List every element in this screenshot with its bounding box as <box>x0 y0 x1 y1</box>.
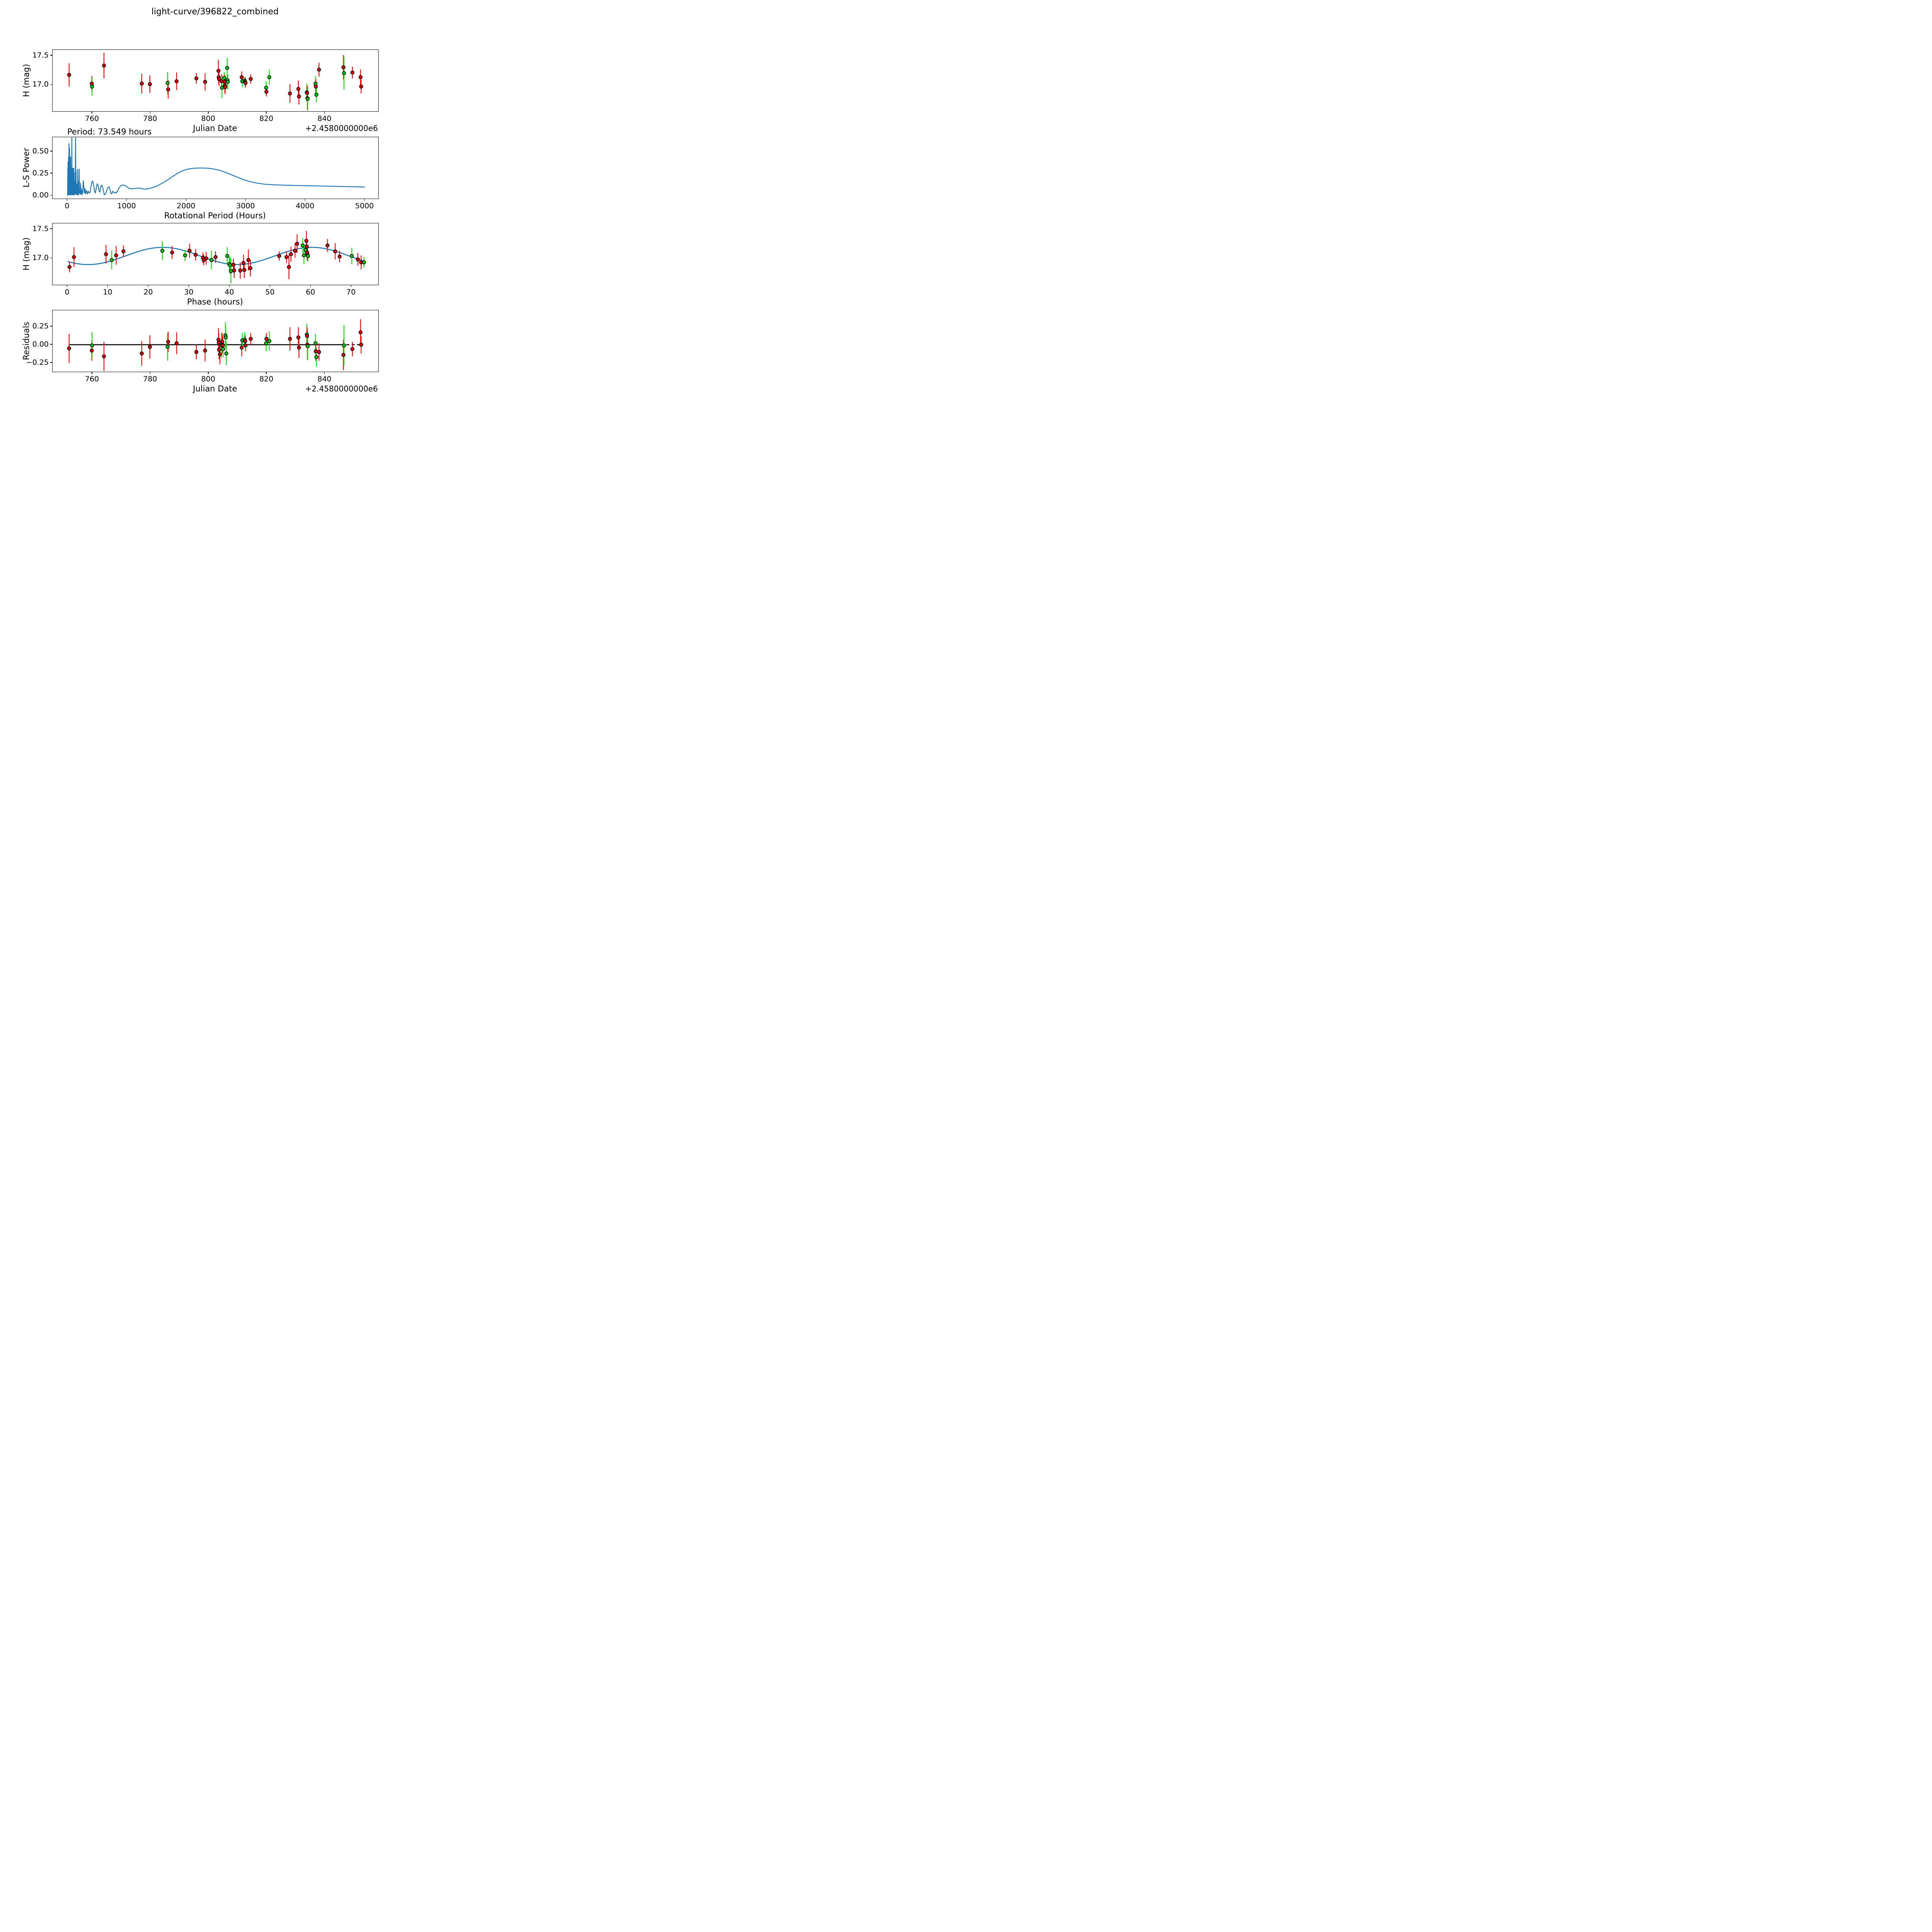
y-tick-label: 0.50 <box>32 147 49 156</box>
y-tick-label: 0.00 <box>32 340 49 349</box>
x-tick-label: 760 <box>85 375 99 383</box>
x-tick-mark <box>150 111 151 114</box>
x-tick-label: 820 <box>259 114 274 123</box>
x-tick-mark <box>148 285 149 287</box>
x-tick-mark <box>185 199 187 201</box>
x-tick-mark <box>229 285 230 287</box>
x-tick-label: 820 <box>259 375 274 383</box>
x-tick-mark <box>66 199 68 201</box>
y-tick-label: 17.5 <box>32 51 49 60</box>
x-tick-label: 20 <box>143 288 153 296</box>
x-tick-mark <box>324 372 325 374</box>
x-tick-label: 40 <box>224 288 234 296</box>
panel4-xlabel: Julian Date <box>193 384 237 393</box>
x-tick-mark <box>150 372 151 374</box>
jd-lightcurve-plot-area <box>67 53 363 111</box>
figure-title: light-curve/396822_combined <box>151 7 279 17</box>
y-tick-label: 17.0 <box>32 253 49 262</box>
x-tick-label: 0 <box>65 202 70 210</box>
y-tick-mark <box>50 362 52 363</box>
x-tick-label: 800 <box>201 375 215 383</box>
y-tick-label: 17.0 <box>32 80 49 89</box>
x-tick-mark <box>208 111 209 114</box>
x-tick-label: 5000 <box>355 202 374 210</box>
figure: light-curve/396822_combined H (mag) Juli… <box>0 0 417 417</box>
panel1-xlabel: Julian Date <box>193 124 237 133</box>
y-tick-mark <box>50 228 52 229</box>
x-tick-mark <box>350 285 352 287</box>
x-tick-mark <box>324 111 325 114</box>
y-tick-label: 0.25 <box>32 322 49 330</box>
x-tick-label: 4000 <box>296 202 315 210</box>
x-tick-label: 760 <box>85 114 99 123</box>
x-tick-label: 1000 <box>117 202 136 210</box>
residuals-plot-area <box>67 319 363 371</box>
y-tick-label: 0.25 <box>32 169 49 178</box>
y-tick-label: 17.5 <box>32 224 49 233</box>
y-tick-mark <box>50 344 52 345</box>
x-tick-mark <box>126 199 127 201</box>
panel-jd-lightcurve <box>52 49 379 112</box>
y-tick-mark <box>50 195 52 196</box>
x-tick-mark <box>364 199 365 201</box>
y-tick-mark <box>50 326 52 327</box>
x-tick-label: 800 <box>201 114 215 123</box>
panel4-axis-offset: +2.4580000000e6 <box>305 384 378 393</box>
panel3-xlabel: Phase (hours) <box>187 297 243 306</box>
panel-phased-lightcurve <box>52 223 379 285</box>
y-tick-label: −0.25 <box>26 358 49 367</box>
x-tick-mark <box>66 285 68 287</box>
x-tick-label: 50 <box>265 288 275 296</box>
x-tick-mark <box>208 372 209 374</box>
panel-residuals <box>52 310 379 372</box>
phased-plot-area <box>67 231 366 284</box>
y-tick-label: 0.00 <box>32 191 49 200</box>
y-tick-mark <box>50 257 52 259</box>
x-tick-label: 10 <box>103 288 112 296</box>
x-tick-label: 3000 <box>236 202 255 210</box>
x-tick-label: 60 <box>306 288 315 296</box>
panel2-ylabel: L-S Power <box>22 148 31 187</box>
x-tick-mark <box>310 285 311 287</box>
x-tick-mark <box>266 372 267 374</box>
y-tick-mark <box>50 55 52 56</box>
x-tick-label: 840 <box>317 114 332 123</box>
x-tick-mark <box>245 199 246 201</box>
panel-periodogram <box>52 137 379 199</box>
x-tick-label: 780 <box>143 114 157 123</box>
x-tick-label: 0 <box>65 288 70 296</box>
x-tick-label: 780 <box>143 375 157 383</box>
x-tick-label: 2000 <box>177 202 196 210</box>
panel1-axis-offset: +2.4580000000e6 <box>305 124 378 133</box>
panel2-xlabel: Rotational Period (Hours) <box>164 211 266 220</box>
x-tick-mark <box>266 111 267 114</box>
periodogram-plot-area <box>67 137 365 196</box>
y-tick-mark <box>50 84 52 85</box>
x-tick-label: 840 <box>317 375 332 383</box>
period-annotation: Period: 73.549 hours <box>67 127 152 136</box>
x-tick-mark <box>304 199 306 201</box>
x-tick-label: 30 <box>184 288 194 296</box>
x-tick-mark <box>107 285 108 287</box>
x-tick-label: 70 <box>346 288 356 296</box>
